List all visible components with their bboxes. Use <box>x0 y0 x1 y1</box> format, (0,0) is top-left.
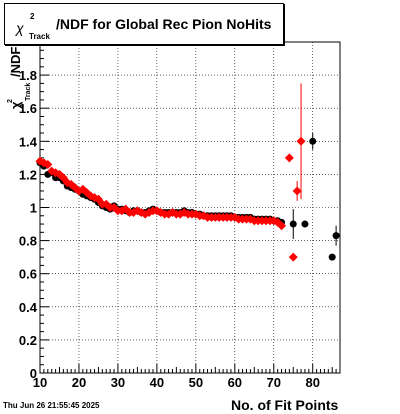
chart-title: /NDF for Global Rec Pion NoHits <box>56 16 272 32</box>
y-tick-label: 0 <box>30 366 37 381</box>
timestamp-label: Thu Jun 26 21:55:45 2025 <box>3 401 100 410</box>
x-tick-label: 40 <box>150 375 164 390</box>
y-tick-label: 1.4 <box>19 134 38 149</box>
x-tick-label: 30 <box>111 375 125 390</box>
data-point <box>328 253 336 261</box>
data-point <box>284 153 294 163</box>
y-tick-label: 0.6 <box>19 267 37 282</box>
x-axis-label: No. of Fit Points <box>231 397 339 413</box>
x-tick-label: 60 <box>228 375 242 390</box>
y-label-chi: χ <box>8 101 23 109</box>
x-tick-label: 50 <box>189 375 203 390</box>
data-point <box>288 252 298 262</box>
data-point <box>292 186 302 196</box>
y-label-text: /NDF <box>8 47 23 77</box>
y-tick-label: 1.6 <box>19 101 37 116</box>
data-point <box>289 220 297 228</box>
data-point <box>301 220 309 228</box>
title-chi-superscript: 2 <box>30 12 35 21</box>
title-chi-subscript: Track <box>29 32 50 41</box>
y-label-superscript: 2 <box>7 99 14 103</box>
data-point <box>309 137 317 145</box>
y-tick-label: 1.2 <box>19 167 37 182</box>
x-tick-label: 20 <box>72 375 86 390</box>
data-point <box>332 232 340 240</box>
data-point <box>277 221 287 231</box>
y-tick-label: 0.8 <box>19 234 37 249</box>
y-axis-label: χ2 Track/NDF <box>7 47 32 109</box>
x-tick-label: 70 <box>267 375 281 390</box>
y-tick-label: 0.4 <box>19 300 38 315</box>
x-tick-label: 80 <box>305 375 319 390</box>
title-chi-symbol: χ <box>16 20 24 36</box>
x-tick-label: 10 <box>33 375 47 390</box>
y-label-subscript: Track <box>25 83 32 101</box>
data-point <box>296 136 306 146</box>
y-tick-label: 1 <box>30 201 37 216</box>
data-point <box>43 159 53 169</box>
y-tick-label: 1.8 <box>19 68 37 83</box>
y-tick-label: 0.2 <box>19 333 37 348</box>
chart-title-box: χ 2 Track /NDF for Global Rec Pion NoHit… <box>4 3 284 45</box>
